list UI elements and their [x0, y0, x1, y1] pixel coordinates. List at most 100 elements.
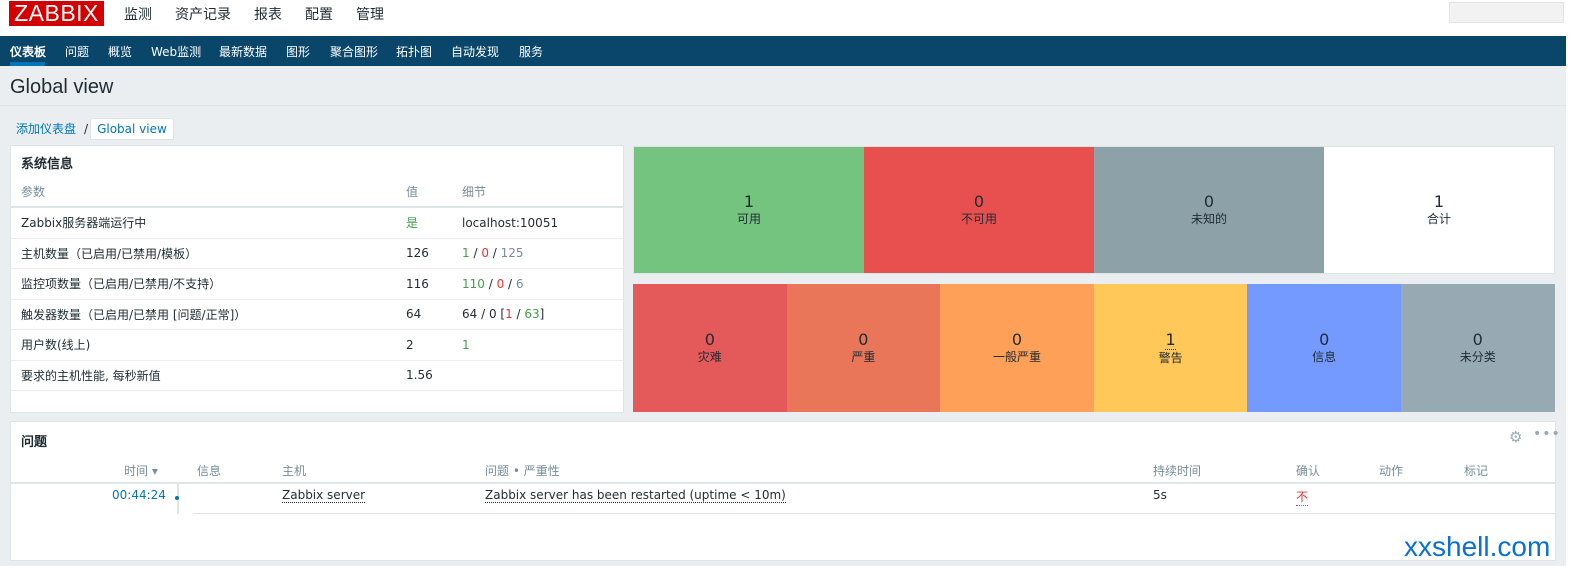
table-row: 要求的主机性能, 每秒新值 1.56 — [11, 360, 623, 391]
col-tags: 标记 — [1464, 464, 1489, 478]
menu-inventory[interactable]: 资产记录 — [175, 7, 231, 23]
subnav-latest-data[interactable]: 最新数据 — [219, 45, 268, 59]
host-status-unknown[interactable]: 0 未知的 — [1094, 147, 1324, 273]
breadcrumb-add-dashboard[interactable]: 添加仪表盘 — [16, 122, 77, 136]
problem-name-link[interactable]: Zabbix server has been restarted (uptime… — [485, 488, 786, 503]
severity-count[interactable]: 1 — [1165, 329, 1176, 350]
detail-ok: 63 — [524, 307, 540, 322]
detail-problem: 1 — [505, 307, 513, 322]
col-info: 信息 — [197, 464, 222, 478]
search-input[interactable] — [1449, 2, 1564, 23]
menu-reports[interactable]: 报表 — [254, 7, 282, 23]
col-details: 细节 — [452, 176, 623, 208]
severity-label: 严重 — [851, 350, 876, 364]
table-row: 触发器数量（已启用/已禁用 [问题/正常]） 64 64 / 0 [1 / 63… — [11, 299, 623, 330]
detail-unsupported: 6 — [515, 276, 524, 291]
more-options-icon[interactable]: ••• — [1533, 426, 1561, 442]
detail-suffix: ] — [539, 307, 545, 322]
problems-table-header: 时间 ▾ 信息 主机 问题 • 严重性 持续时间 确认 动作 标记 — [11, 458, 1555, 484]
severity-not-classified[interactable]: 0 未分类 — [1400, 284, 1555, 412]
row-value: 1.56 — [396, 360, 452, 391]
table-row: 主机数量（已启用/已禁用/模板） 126 1 / 0 / 125 — [11, 238, 623, 269]
header-divider — [0, 105, 1566, 106]
status-label: 未知的 — [1190, 212, 1227, 226]
widget-title: 系统信息 — [21, 157, 74, 172]
menu-configuration[interactable]: 配置 — [305, 7, 333, 23]
breadcrumb-separator: / — [84, 121, 89, 136]
subnav-problems[interactable]: 问题 — [65, 45, 90, 59]
table-row: Zabbix服务器端运行中 是 localhost:10051 — [11, 207, 623, 239]
row-value: 是 — [396, 207, 452, 239]
row-param: Zabbix服务器端运行中 — [11, 207, 396, 239]
status-label: 合计 — [1426, 212, 1451, 226]
status-label: 可用 — [736, 212, 761, 226]
host-availability-widget: 1 可用 0 不可用 0 未知的 1 合计 — [633, 146, 1555, 274]
detail-templates: 125 — [500, 246, 524, 261]
subnav-services[interactable]: 服务 — [519, 45, 544, 59]
severity-count: 0 — [1011, 330, 1023, 349]
problem-duration: 5s — [1153, 488, 1167, 502]
timeline-dot — [175, 496, 179, 500]
zabbix-logo[interactable]: ZABBIX — [9, 1, 104, 26]
sub-nav: 仪表板 问题 概览 Web监测 最新数据 图形 聚合图形 拓扑图 自动发现 服务 — [0, 36, 1566, 66]
subnav-graphs[interactable]: 图形 — [286, 45, 311, 59]
menu-administration[interactable]: 管理 — [356, 7, 384, 23]
top-bar: ZABBIX 监测 资产记录 报表 配置 管理 — [0, 0, 1566, 36]
problem-ack-link[interactable]: 不 — [1296, 490, 1309, 506]
row-divider — [193, 513, 1555, 514]
severity-disaster[interactable]: 0 灾难 — [633, 284, 787, 412]
problems-by-severity-widget: 0 灾难 0 严重 0 一般严重 1 警告 0 信息 0 未分类 — [633, 284, 1555, 412]
severity-information[interactable]: 0 信息 — [1247, 284, 1401, 412]
status-label: 不可用 — [960, 212, 997, 226]
status-count: 1 — [1433, 192, 1445, 211]
page-title: Global view — [10, 76, 114, 98]
detail-enabled: 1 — [462, 246, 470, 261]
subnav-overview[interactable]: 概览 — [108, 45, 133, 59]
severity-label: 未分类 — [1459, 350, 1496, 364]
active-tab-indicator — [10, 62, 45, 66]
row-param: 监控项数量（已启用/已禁用/不支持） — [11, 268, 396, 300]
detail-disabled: 0 — [481, 246, 489, 261]
severity-label: 信息 — [1312, 350, 1337, 364]
subnav-maps[interactable]: 拓扑图 — [396, 45, 433, 59]
col-host: 主机 — [282, 464, 307, 478]
widget-title: 问题 — [21, 435, 48, 450]
subnav-discovery[interactable]: 自动发现 — [451, 45, 500, 59]
page-edge — [1566, 0, 1591, 566]
row-detail: 64 / 0 [1 / 63] — [452, 299, 623, 330]
problem-time-link[interactable]: 00:44:24 — [112, 488, 166, 502]
table-row: 00:44:24 Zabbix server Zabbix server has… — [11, 484, 1555, 513]
host-status-unavailable[interactable]: 0 不可用 — [864, 147, 1094, 273]
gear-icon[interactable]: ⚙ — [1509, 428, 1523, 446]
severity-label: 警告 — [1158, 350, 1183, 365]
breadcrumb-current[interactable]: Global view — [90, 117, 174, 140]
problem-host-link[interactable]: Zabbix server — [282, 488, 366, 503]
menu-monitoring[interactable]: 监测 — [124, 7, 152, 23]
status-count: 1 — [743, 192, 755, 211]
host-status-total[interactable]: 1 合计 — [1324, 147, 1554, 273]
col-problem-severity: 问题 • 严重性 — [485, 464, 560, 478]
problems-widget: 问题 ⚙ ••• 时间 ▾ 信息 主机 问题 • 严重性 持续时间 确认 动作 … — [10, 421, 1560, 561]
col-time[interactable]: 时间 ▾ — [124, 464, 158, 478]
severity-count: 0 — [858, 330, 869, 349]
table-row: 监控项数量（已启用/已禁用/不支持） 116 110 / 0 / 6 — [11, 268, 623, 300]
system-info-widget: 系统信息 参数 值 细节 Zabbix服务器端运行中 是 localhost:1… — [10, 145, 624, 413]
subnav-screens[interactable]: 聚合图形 — [330, 45, 379, 59]
severity-average[interactable]: 0 一般严重 — [940, 284, 1094, 412]
severity-high[interactable]: 0 严重 — [786, 284, 941, 412]
row-param: 要求的主机性能, 每秒新值 — [11, 360, 396, 391]
host-status-available[interactable]: 1 可用 — [634, 147, 864, 273]
col-duration: 持续时间 — [1153, 464, 1202, 478]
subnav-web[interactable]: Web监测 — [151, 45, 202, 59]
severity-count: 0 — [1319, 330, 1330, 349]
subnav-dashboard[interactable]: 仪表板 — [10, 45, 47, 59]
row-value: 2 — [396, 329, 452, 361]
severity-warning[interactable]: 1 警告 — [1093, 284, 1248, 412]
row-value: 64 — [396, 299, 452, 330]
col-value: 值 — [396, 176, 452, 208]
severity-label: 灾难 — [697, 350, 722, 364]
row-detail: localhost:10051 — [452, 207, 623, 239]
row-detail — [452, 360, 623, 391]
row-detail: 1 / 0 / 125 — [452, 238, 623, 269]
detail-prefix: 64 / 0 [ — [462, 307, 506, 322]
